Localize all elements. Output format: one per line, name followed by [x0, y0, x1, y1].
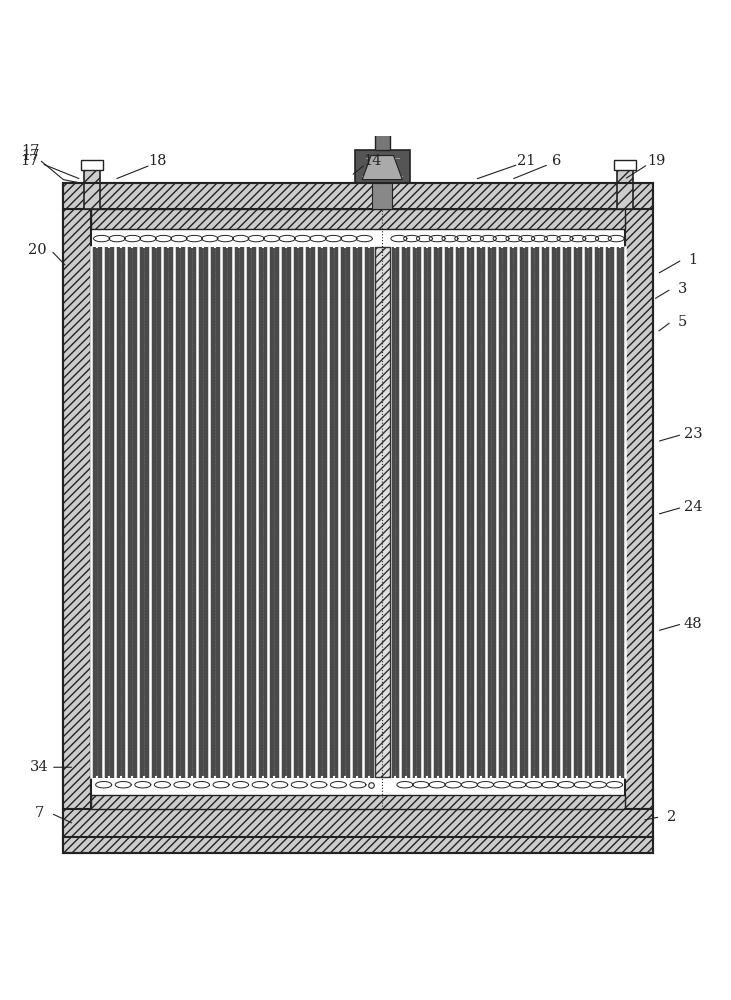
Text: 19: 19: [648, 154, 666, 168]
Bar: [372, 183, 393, 209]
Text: 21: 21: [517, 154, 535, 168]
Bar: [91, 247, 375, 777]
Bar: [64, 183, 653, 853]
Bar: [375, 121, 390, 150]
Text: 3: 3: [678, 282, 687, 296]
Polygon shape: [363, 156, 402, 180]
Bar: [64, 809, 653, 839]
Bar: [64, 209, 91, 809]
Text: 1: 1: [689, 253, 698, 267]
Text: 17: 17: [21, 149, 39, 163]
Text: 17: 17: [20, 154, 38, 168]
Text: 34: 34: [30, 760, 48, 774]
Bar: [91, 209, 626, 229]
Bar: [614, 160, 636, 170]
Text: 5: 5: [678, 315, 687, 329]
Text: 18: 18: [148, 154, 167, 168]
Bar: [617, 161, 633, 209]
Bar: [91, 209, 626, 809]
Bar: [80, 160, 102, 170]
Bar: [626, 209, 653, 809]
Text: 17: 17: [21, 144, 39, 158]
Text: 20: 20: [29, 243, 47, 257]
Text: 48: 48: [684, 617, 702, 631]
Bar: [64, 837, 653, 853]
Text: 2: 2: [667, 810, 676, 824]
Text: 14: 14: [363, 154, 382, 168]
Text: 24: 24: [684, 500, 702, 514]
Bar: [390, 247, 626, 777]
Text: 23: 23: [684, 427, 702, 441]
Bar: [64, 183, 653, 209]
Bar: [91, 795, 626, 809]
Bar: [375, 247, 390, 777]
Text: 6: 6: [552, 154, 561, 168]
Text: 7: 7: [34, 806, 44, 820]
Bar: [355, 150, 409, 183]
Bar: [83, 161, 99, 209]
Bar: [360, 110, 404, 121]
